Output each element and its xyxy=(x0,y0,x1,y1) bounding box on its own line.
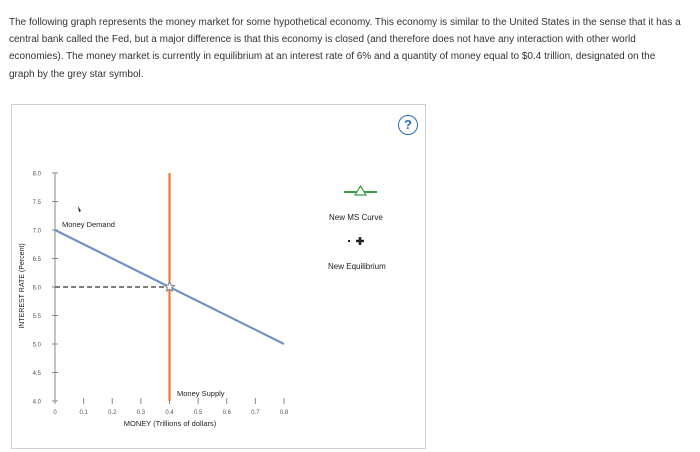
question-text: The following graph represents the money… xyxy=(9,17,681,80)
help-button[interactable]: ? xyxy=(398,115,418,135)
graph-panel xyxy=(11,104,426,449)
legend-ms-curve-label: New MS Curve xyxy=(329,213,383,222)
legend-equilibrium-label: New Equilibrium xyxy=(328,262,386,271)
